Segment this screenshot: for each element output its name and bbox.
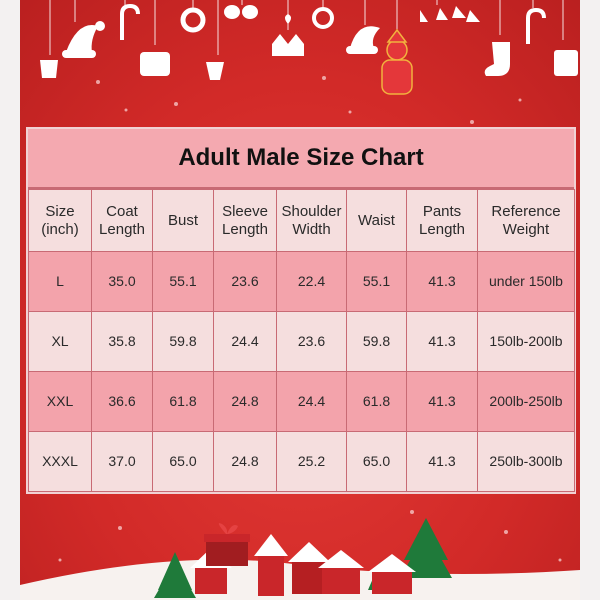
table-cell: 41.3 <box>406 371 478 432</box>
table-cell: 24.8 <box>213 371 277 432</box>
title-band: Adult Male Size Chart <box>28 129 574 189</box>
header-size: Size (inch) <box>28 189 92 252</box>
table-row: L 35.0 55.1 23.6 22.4 55.1 41.3 under 15… <box>28 251 575 312</box>
mittens-icon <box>224 5 258 19</box>
table-cell: XXL <box>28 371 92 432</box>
table-cell: 61.8 <box>346 371 407 432</box>
table-row: XL 35.8 59.8 24.4 23.6 59.8 41.3 150lb-2… <box>28 311 575 372</box>
table-cell: 250lb-300lb <box>477 431 575 492</box>
table-cell: XL <box>28 311 92 372</box>
header-waist: Waist <box>346 189 407 252</box>
stocking-icon <box>484 42 510 76</box>
table-cell: 200lb-250lb <box>477 371 575 432</box>
table-row: XXXL 37.0 65.0 24.8 25.2 65.0 41.3 250lb… <box>28 431 575 492</box>
candy-cane-icon <box>120 3 140 40</box>
table-row: XXL 36.6 61.8 24.8 24.4 61.8 41.3 200lb-… <box>28 371 575 432</box>
table-cell: 36.6 <box>91 371 153 432</box>
left-border <box>0 0 20 600</box>
header-row: Size (inch) Coat Length Bust Sleeve Leng… <box>28 189 575 252</box>
table-cell: 24.4 <box>213 311 277 372</box>
table-cell: 24.8 <box>213 431 277 492</box>
santa-hat-icon <box>62 21 105 58</box>
size-table: Size (inch) Coat Length Bust Sleeve Leng… <box>28 189 575 492</box>
table-cell: 41.3 <box>406 431 478 492</box>
santa-icon <box>381 28 413 95</box>
header-pants-length: Pants Length <box>406 189 478 252</box>
header-coat-length: Coat Length <box>91 189 153 252</box>
table-cell: 150lb-200lb <box>477 311 575 372</box>
table-cell: 23.6 <box>213 251 277 312</box>
table-cell: 65.0 <box>152 431 214 492</box>
table-cell: L <box>28 251 92 312</box>
table-cell: 61.8 <box>152 371 214 432</box>
table-cell: 41.3 <box>406 251 478 312</box>
chart-title: Adult Male Size Chart <box>178 144 424 171</box>
table-cell: 23.6 <box>276 311 347 372</box>
table-cell: 22.4 <box>276 251 347 312</box>
table-cell: 35.0 <box>91 251 153 312</box>
table-cell: 65.0 <box>346 431 407 492</box>
header-bust: Bust <box>152 189 214 252</box>
table-cell: 59.8 <box>346 311 407 372</box>
gift-box-icon <box>204 523 250 566</box>
heart-icon <box>285 14 291 24</box>
table-cell: under 150lb <box>477 251 575 312</box>
table-cell: 24.4 <box>276 371 347 432</box>
table-cell: 35.8 <box>91 311 153 372</box>
right-border <box>580 0 600 600</box>
header-shoulder-width: Shoulder Width <box>276 189 347 252</box>
header-sleeve-length: Sleeve Length <box>213 189 277 252</box>
table-cell: 55.1 <box>152 251 214 312</box>
table-cell: 41.3 <box>406 311 478 372</box>
table-cell: 25.2 <box>276 431 347 492</box>
size-chart: Adult Male Size Chart Size (inch) Coat L… <box>26 127 576 494</box>
wreath-icon <box>180 7 206 33</box>
table-cell: 59.8 <box>152 311 214 372</box>
table-cell: XXXL <box>28 431 92 492</box>
table-cell: 37.0 <box>91 431 153 492</box>
header-reference-weight: Reference Weight <box>477 189 575 252</box>
gift-icon <box>554 50 578 76</box>
table-cell: 55.1 <box>346 251 407 312</box>
